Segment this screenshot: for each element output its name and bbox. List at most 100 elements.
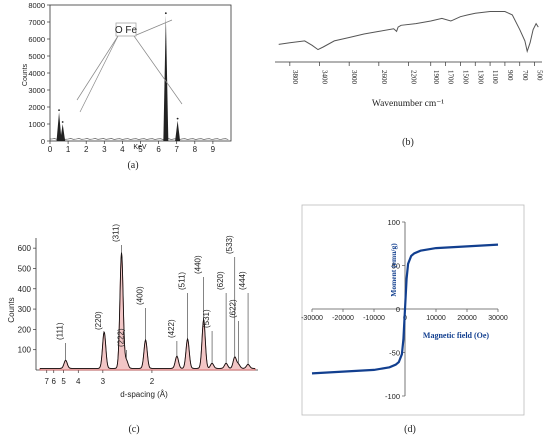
ftir-x-tick-label: 500 bbox=[536, 70, 544, 81]
eds-y-tick-label: 0 bbox=[41, 137, 45, 146]
xrd-peak-label: (620) bbox=[216, 271, 225, 290]
eds-annotation: O Fe bbox=[115, 25, 138, 36]
xrd-x-tick-label: 7 bbox=[45, 377, 50, 386]
xrd-peak-label: (440) bbox=[194, 255, 203, 274]
panel-label-d: (d) bbox=[404, 424, 416, 435]
xrd-peak-label: (111) bbox=[56, 322, 65, 340]
ftir-x-tick-label: 1300 bbox=[476, 70, 484, 85]
eds-y-tick-label: 6000 bbox=[28, 35, 45, 44]
xrd-peak-label: (531) bbox=[202, 309, 211, 328]
panel-b-ftir-spectrum: 3800 3400 3000 2600 2200 1900 1700 1500 1300 1100… bbox=[275, 11, 544, 148]
xrd-peak-label: (400) bbox=[136, 286, 145, 305]
eds-peak-marker bbox=[61, 121, 64, 123]
vsm-plot-frame bbox=[301, 204, 525, 416]
eds-peak-marker bbox=[176, 117, 179, 120]
xrd-y-tick-label: 500 bbox=[18, 264, 32, 273]
vsm-x-tick-label: 20000 bbox=[457, 315, 477, 322]
vsm-y-tick-label: 0 bbox=[396, 305, 400, 314]
panel-label-c: (c) bbox=[128, 424, 139, 435]
vsm-y-tick-label: 100 bbox=[387, 218, 400, 227]
xrd-peak-label: (622) bbox=[228, 299, 237, 318]
eds-peak-marker bbox=[164, 12, 167, 15]
eds-peak-o bbox=[56, 112, 62, 141]
eds-y-label: Counts bbox=[22, 63, 29, 86]
vsm-magnetization-curve bbox=[311, 243, 499, 375]
panel-d-hysteresis-loop: -30000 -20000 -10000 0 10000 20000 30000100500… bbox=[301, 204, 525, 435]
eds-x-label: KeV bbox=[133, 144, 147, 151]
eds-x-tick-label: 2 bbox=[84, 145, 89, 154]
ftir-x-tick-label: 2200 bbox=[410, 70, 418, 85]
xrd-x-label: d-spacing (Å) bbox=[120, 390, 168, 399]
xrd-y-label: Counts bbox=[7, 297, 16, 322]
eds-x-tick-label: 1 bbox=[66, 145, 71, 154]
xrd-y-tick-label: 400 bbox=[18, 285, 32, 294]
eds-baseline bbox=[49, 138, 229, 140]
xrd-y-tick-label: 600 bbox=[18, 244, 32, 253]
eds-x-tick-label: 0 bbox=[48, 145, 53, 154]
ftir-x-tick-label: 3800 bbox=[291, 70, 299, 85]
eds-x-tick-label: 6 bbox=[156, 145, 161, 154]
eds-peak-fe bbox=[60, 124, 66, 141]
xrd-peak-label: (533) bbox=[225, 235, 234, 254]
ftir-x-tick-label: 2600 bbox=[380, 70, 388, 85]
vsm-x-tick-label: -30000 bbox=[301, 315, 323, 322]
eds-annotation-box bbox=[115, 22, 137, 37]
eds-x-tick-label: 8 bbox=[193, 145, 198, 154]
ftir-x-tick-label: 1100 bbox=[491, 70, 499, 84]
xrd-y-tick-label: 100 bbox=[18, 346, 32, 355]
xrd-peak-label: (511) bbox=[178, 272, 187, 290]
eds-peak-fe bbox=[175, 120, 181, 141]
vsm-x-tick-label: -10000 bbox=[363, 315, 385, 322]
ftir-x-tick-label: 3000 bbox=[350, 70, 358, 85]
xrd-peak-label: (422) bbox=[167, 319, 176, 338]
eds-y-tick-label: 2000 bbox=[28, 103, 45, 112]
eds-y-tick-label: 3000 bbox=[28, 86, 45, 95]
vsm-x-tick-label: 10000 bbox=[426, 315, 446, 322]
xrd-y-tick-label: 300 bbox=[18, 305, 32, 314]
xrd-x-tick-label: 6 bbox=[52, 377, 57, 386]
xrd-pattern-line bbox=[40, 252, 255, 369]
vsm-x-tick-label: -20000 bbox=[332, 315, 354, 322]
eds-y-tick-label: 4000 bbox=[28, 69, 45, 78]
xrd-peak-label: (444) bbox=[238, 271, 247, 290]
ftir-x-tick-label: 1900 bbox=[432, 70, 440, 85]
xrd-peak-label: (311) bbox=[112, 224, 121, 242]
panel-label-b: (b) bbox=[402, 137, 414, 148]
xrd-x-tick-label: 5 bbox=[61, 377, 66, 386]
eds-plot-frame bbox=[49, 4, 232, 142]
ftir-transmittance-line bbox=[278, 11, 539, 54]
xrd-x-tick-label: 3 bbox=[101, 377, 106, 386]
eds-y-tick-label: 8000 bbox=[28, 1, 45, 10]
xrd-x-tick-label: 2 bbox=[150, 377, 155, 386]
eds-x-tick-label: 4 bbox=[120, 145, 125, 154]
ftir-x-tick-label: 1500 bbox=[461, 70, 469, 85]
vsm-x-label: Magnetic field (Oe) bbox=[423, 331, 490, 340]
panel-a-eds-spectrum: 0 1000 2000 3000 4000 5000 6000 7000 8000 0 1 2 3 4 5… bbox=[22, 1, 232, 171]
eds-peak-fe bbox=[163, 15, 169, 142]
panel-label-a: (a) bbox=[127, 160, 138, 171]
xrd-x-tick-label: 4 bbox=[76, 377, 81, 386]
vsm-y-tick-label: -50 bbox=[389, 349, 400, 358]
eds-x-tick-label: 5 bbox=[138, 145, 143, 154]
eds-x-tick-label: 9 bbox=[211, 145, 216, 154]
eds-x-tick-label: 3 bbox=[102, 145, 107, 154]
ftir-x-label: Wavenumber cm⁻¹ bbox=[372, 99, 444, 109]
eds-y-tick-label: 1000 bbox=[28, 120, 45, 129]
eds-y-tick-label: 5000 bbox=[28, 52, 45, 61]
vsm-x-tick-label: 30000 bbox=[488, 315, 508, 322]
ftir-x-tick-label: 1700 bbox=[447, 70, 455, 85]
vsm-y-tick-label: -100 bbox=[385, 392, 400, 401]
eds-x-tick-label: 7 bbox=[174, 145, 179, 154]
ftir-x-tick-label: 900 bbox=[506, 70, 514, 81]
eds-peak-marker bbox=[58, 109, 60, 111]
vsm-y-tick-label: 50 bbox=[392, 262, 400, 271]
eds-y-tick-label: 7000 bbox=[28, 18, 45, 27]
xrd-peak-label: (222) bbox=[116, 328, 125, 347]
xrd-peak-label: (220) bbox=[94, 311, 103, 330]
xrd-y-tick-label: 200 bbox=[18, 325, 32, 334]
vsm-y-label: Moment (emu/g) bbox=[389, 243, 398, 297]
ftir-x-tick-label: 3400 bbox=[321, 70, 329, 85]
ftir-x-tick-label: 700 bbox=[521, 70, 529, 81]
